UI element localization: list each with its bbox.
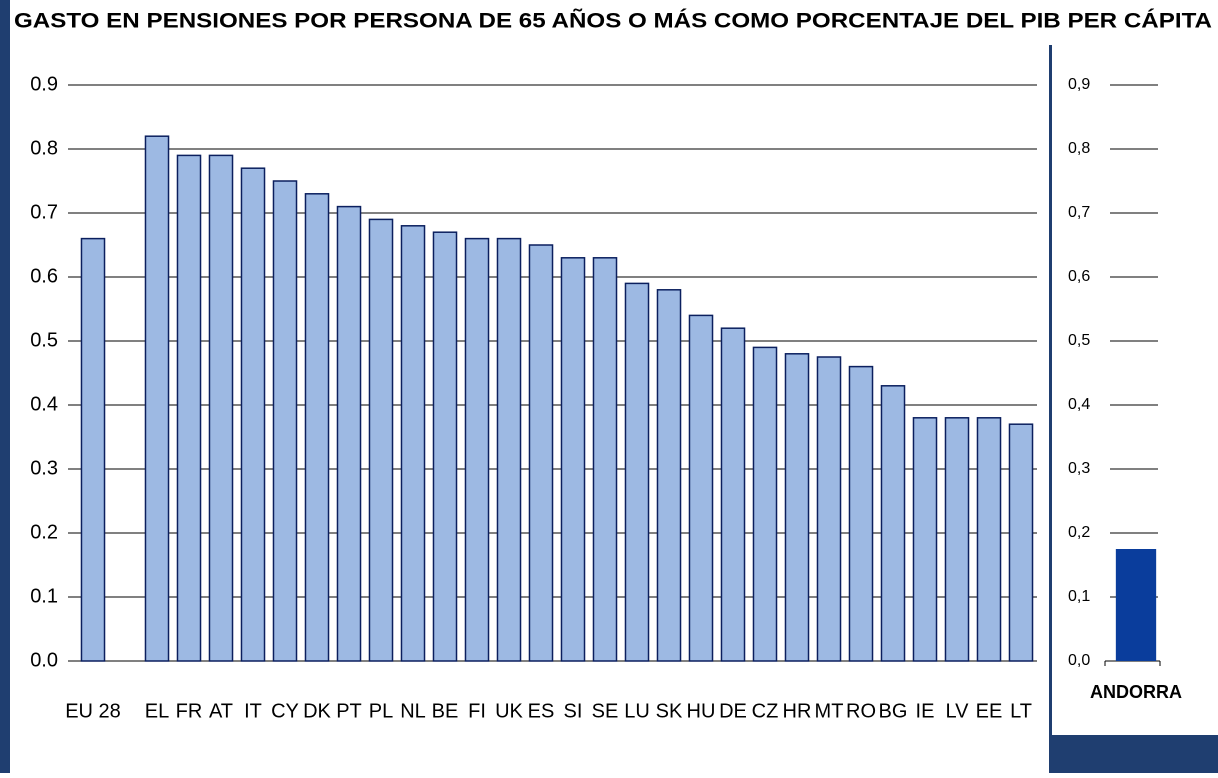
bar [304, 193, 330, 662]
bar [560, 257, 586, 662]
y-tick-label: 0,3 [1068, 460, 1090, 477]
y-tick-label: 0,4 [1068, 396, 1090, 413]
bar [496, 237, 522, 662]
y-tick-label: 0,1 [1068, 588, 1090, 605]
x-tick-label: DE [719, 700, 747, 722]
x-tick-label: IE [916, 700, 935, 722]
x-tick-label: ES [528, 700, 555, 722]
y-tick-label: 0,7 [1068, 204, 1090, 221]
y-tick-label: 0.1 [30, 585, 58, 607]
bar [848, 365, 874, 662]
bar [528, 244, 554, 662]
y-tick-label: 0,9 [1068, 76, 1090, 93]
y-tick-label: 0.8 [30, 137, 58, 159]
x-tick-label: FR [176, 700, 203, 722]
y-tick-label: 0.5 [30, 329, 58, 351]
x-tick-label: EU 28 [65, 700, 121, 722]
bar [752, 346, 778, 662]
x-tick-label: LT [1010, 700, 1032, 722]
panel-divider [1049, 45, 1052, 773]
x-tick-label: CZ [752, 700, 779, 722]
x-tick-label: CY [271, 700, 299, 722]
bar [656, 289, 682, 662]
bar [688, 314, 714, 662]
bar [944, 417, 970, 662]
x-tick-label: AT [209, 700, 233, 722]
y-tick-label: 0,2 [1068, 524, 1090, 541]
x-tick-label: HR [783, 700, 812, 722]
frame-corner [1052, 735, 1218, 773]
x-tick-label: RO [846, 700, 876, 722]
bar [816, 356, 842, 662]
x-tick-label: BE [432, 700, 459, 722]
bar [592, 257, 618, 662]
x-tick-label: SI [564, 700, 583, 722]
y-tick-label: 0.9 [30, 73, 58, 95]
y-tick-label: 0.6 [30, 265, 58, 287]
bar [1008, 423, 1034, 662]
bar [1115, 549, 1157, 661]
x-tick-label: IT [244, 700, 262, 722]
bar [432, 231, 458, 662]
x-tick-label: FI [468, 700, 486, 722]
bar [240, 167, 266, 662]
bar [336, 205, 362, 662]
x-tick-label: ANDORRA [1090, 682, 1182, 702]
bar [624, 282, 650, 662]
x-tick-label: SK [656, 700, 683, 722]
bar [400, 225, 426, 662]
x-tick-label: LU [624, 700, 650, 722]
bar [784, 353, 810, 662]
y-tick-label: 0,5 [1068, 332, 1090, 349]
bar [80, 237, 106, 662]
x-tick-label: SE [592, 700, 619, 722]
bar [720, 327, 746, 662]
x-tick-label: UK [495, 700, 523, 722]
x-tick-label: HU [687, 700, 716, 722]
y-tick-label: 0.3 [30, 457, 58, 479]
bar [912, 417, 938, 662]
x-tick-label: DK [303, 700, 331, 722]
x-tick-label: EE [976, 700, 1003, 722]
chart-title: GASTO EN PENSIONES POR PERSONA DE 65 AÑO… [14, 10, 1212, 33]
y-tick-label: 0.0 [30, 649, 58, 671]
y-tick-label: 0,6 [1068, 268, 1090, 285]
x-tick-label: EL [145, 700, 169, 722]
x-tick-label: MT [815, 700, 844, 722]
bar [976, 417, 1002, 662]
y-tick-label: 0,0 [1068, 652, 1090, 669]
bar [144, 135, 170, 662]
x-tick-label: PL [369, 700, 393, 722]
x-tick-label: BG [879, 700, 908, 722]
x-tick-label: NL [400, 700, 426, 722]
bar [880, 385, 906, 662]
x-tick-label: LV [946, 700, 970, 722]
bar [464, 237, 490, 662]
bar [368, 218, 394, 662]
bar [176, 154, 202, 662]
y-tick-label: 0.2 [30, 521, 58, 543]
bar [272, 180, 298, 662]
y-tick-label: 0,8 [1068, 140, 1090, 157]
y-tick-label: 0.4 [30, 393, 58, 415]
bar [208, 154, 234, 662]
x-tick-label: PT [336, 700, 362, 722]
y-tick-label: 0.7 [30, 201, 58, 223]
